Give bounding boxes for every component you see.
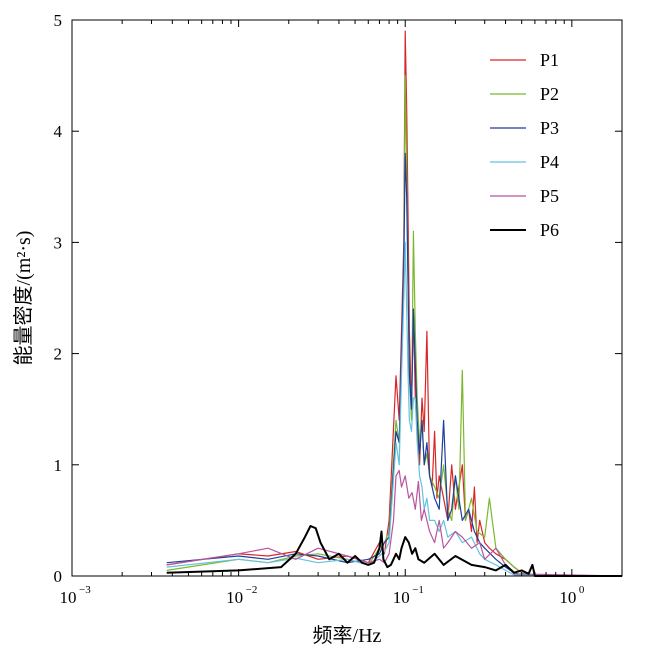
legend-label-p4: P4: [540, 152, 559, 172]
y-axis-ticks: 0 1 2 3 4 5: [54, 11, 622, 586]
x-tick-label: 10: [393, 588, 410, 607]
x-tick-label: 10: [559, 588, 576, 607]
series-line-p3: [166, 152, 623, 577]
y-tick-label: 2: [54, 345, 63, 364]
legend-label-p2: P2: [540, 84, 559, 104]
legend-label-p5: P5: [540, 186, 559, 206]
y-tick-label: 1: [54, 456, 63, 475]
series-line-p6: [166, 525, 622, 577]
x-tick-exponent: −1: [412, 584, 424, 596]
y-tick-label: 0: [54, 567, 63, 586]
legend-label-p6: P6: [540, 220, 559, 240]
y-tick-label: 4: [54, 122, 63, 141]
legend-label-p3: P3: [540, 118, 559, 138]
y-tick-label: 3: [54, 233, 63, 252]
legend-label-p1: P1: [540, 50, 559, 70]
x-axis-ticks: 10 −3 10 −2 10 −1 10 0: [60, 20, 623, 607]
x-tick-label: 10: [60, 588, 77, 607]
plot-frame: [71, 19, 623, 577]
y-tick-label: 5: [54, 11, 63, 30]
x-tick-label: 10: [226, 588, 243, 607]
y-axis-title: 能量密度/(m²·s): [12, 231, 35, 366]
x-tick-exponent: 0: [579, 584, 585, 596]
series-line-p1: [166, 30, 622, 577]
series-line-p5: [166, 469, 623, 577]
x-tick-exponent: −3: [79, 584, 91, 596]
x-tick-exponent: −2: [246, 584, 258, 596]
plot-lines: [166, 30, 623, 577]
x-axis-title: 频率/Hz: [313, 624, 382, 647]
legend: P1 P2 P3 P4 P5 P6: [490, 50, 559, 240]
